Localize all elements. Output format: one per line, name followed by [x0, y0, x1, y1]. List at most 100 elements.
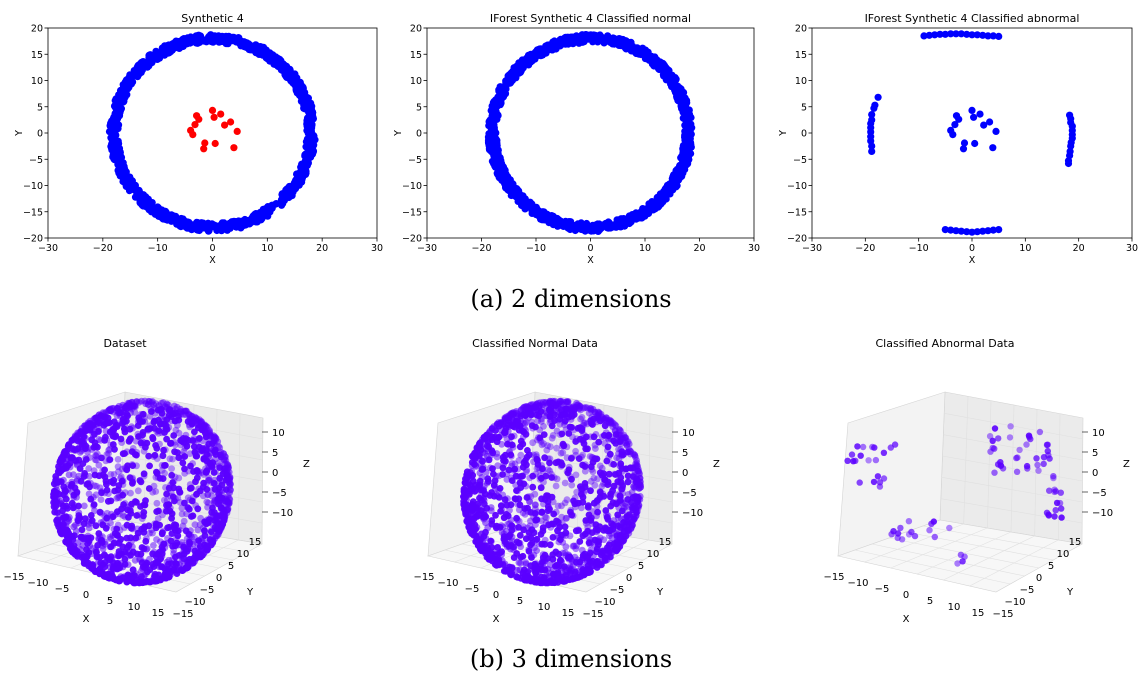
data-point — [609, 423, 617, 431]
data-point — [586, 453, 594, 460]
data-point — [469, 498, 477, 505]
data-point — [119, 512, 127, 519]
data-point — [192, 414, 200, 422]
data-point — [255, 216, 264, 224]
data-point — [593, 497, 601, 505]
data-point — [572, 447, 579, 455]
data-point — [121, 548, 129, 556]
data-point — [164, 566, 172, 574]
data-point — [176, 499, 184, 506]
data-point — [533, 436, 541, 444]
data-point — [513, 487, 520, 494]
data-point — [111, 130, 119, 138]
data-point — [109, 425, 117, 432]
data-point — [154, 406, 162, 414]
data-point — [173, 217, 181, 225]
data-point — [116, 172, 124, 180]
data-point — [591, 481, 599, 489]
data-point — [522, 197, 530, 205]
data-point — [584, 504, 592, 511]
data-point — [542, 472, 550, 480]
axes-frame — [47, 27, 378, 239]
data-point — [537, 517, 545, 525]
data-point — [165, 501, 173, 509]
data-point — [587, 463, 595, 471]
data-point — [613, 454, 620, 462]
chart-title: IForest Synthetic 4 Classified abnormal — [865, 12, 1080, 25]
data-point — [111, 433, 119, 441]
data-point — [565, 430, 573, 437]
data-point — [114, 486, 122, 494]
data-point — [533, 465, 541, 472]
data-point — [127, 409, 134, 417]
data-point — [103, 451, 111, 458]
data-point — [133, 512, 141, 519]
data-point — [669, 173, 677, 181]
data-point — [121, 464, 129, 472]
data-point — [634, 467, 642, 475]
data-point — [516, 501, 524, 509]
x-tick-label: −15 — [3, 572, 24, 583]
data-point — [193, 474, 201, 482]
data-point — [603, 511, 610, 519]
data-point — [95, 411, 103, 419]
data-point — [159, 511, 166, 519]
data-point — [199, 524, 207, 532]
data-point — [599, 490, 607, 498]
y-tick-label: 15 — [795, 50, 807, 61]
x-axis-label: X — [969, 255, 976, 266]
x-tick-label: −30 — [38, 243, 58, 254]
scatter-plot-2d-abnormal: IForest Synthetic 4 Classified abnormal−… — [778, 12, 1138, 266]
data-point — [681, 97, 689, 105]
data-point — [118, 418, 125, 426]
data-point — [192, 502, 200, 509]
data-point — [529, 483, 537, 491]
data-point — [596, 488, 604, 496]
data-point — [560, 34, 568, 43]
data-point — [646, 56, 654, 64]
data-point — [77, 447, 85, 455]
data-point — [493, 115, 501, 123]
data-point — [634, 462, 641, 470]
data-point — [162, 462, 169, 469]
data-point — [129, 462, 137, 469]
data-point — [119, 450, 127, 458]
data-point — [548, 422, 556, 430]
data-point — [868, 147, 876, 155]
data-point — [593, 512, 600, 520]
data-point — [110, 575, 117, 583]
data-point — [241, 219, 249, 227]
data-point — [175, 552, 183, 559]
data-point — [564, 40, 572, 48]
data-point — [114, 531, 121, 539]
data-point — [559, 412, 566, 419]
x-tick-label: 20 — [693, 243, 705, 254]
data-point — [170, 524, 178, 532]
data-point — [563, 496, 571, 504]
data-point — [149, 550, 157, 558]
y-tick-label: −15 — [402, 207, 422, 218]
data-point — [129, 566, 137, 574]
data-point — [217, 110, 225, 118]
y-tick-label: 5 — [228, 561, 234, 572]
data-point — [571, 503, 579, 511]
data-point — [171, 497, 178, 505]
data-point — [165, 484, 173, 492]
data-point — [995, 226, 1003, 234]
data-point — [210, 480, 218, 487]
data-point — [555, 575, 562, 582]
data-point — [163, 425, 171, 433]
data-point — [616, 492, 624, 500]
data-point — [177, 441, 184, 449]
data-point — [153, 468, 160, 476]
data-point — [117, 435, 125, 443]
data-point — [173, 560, 180, 568]
data-point — [307, 112, 315, 121]
data-point — [572, 471, 580, 479]
data-point — [581, 467, 589, 475]
data-point — [211, 437, 219, 445]
data-point — [105, 450, 112, 457]
data-point — [617, 446, 625, 453]
data-point — [179, 522, 187, 530]
data-point — [490, 470, 497, 478]
